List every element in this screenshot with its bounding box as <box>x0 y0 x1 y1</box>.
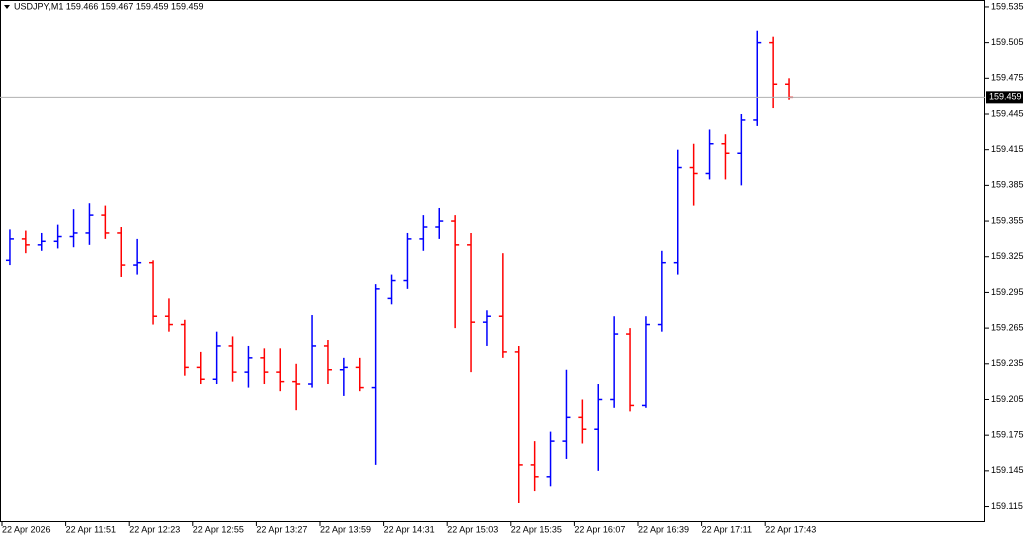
x-tick-label: 22 Apr 12:55 <box>193 524 244 534</box>
chart-title: USDJPY,M1 159.466 159.467 159.459 159.45… <box>14 1 203 11</box>
y-tick-label: 159.415 <box>991 144 1024 154</box>
x-tick-label: 22 Apr 13:59 <box>320 524 371 534</box>
x-tick-label: 22 Apr 15:03 <box>447 524 498 534</box>
y-tick-label: 159.265 <box>991 322 1024 332</box>
x-tick-label: 22 Apr 14:31 <box>384 524 435 534</box>
y-tick-label: 159.355 <box>991 215 1024 225</box>
y-tick-label: 159.205 <box>991 394 1024 404</box>
menu-triangle[interactable] <box>4 5 10 9</box>
x-tick-label: 22 Apr 12:23 <box>129 524 180 534</box>
x-tick-label: 22 Apr 16:39 <box>638 524 689 534</box>
y-tick-label: 159.385 <box>991 180 1024 190</box>
x-tick-label: 22 Apr 11:51 <box>66 524 116 534</box>
y-tick-label: 159.145 <box>991 465 1024 475</box>
x-tick-label: 22 Apr 13:27 <box>256 524 307 534</box>
x-tick-label: 22 Apr 17:11 <box>702 524 752 534</box>
y-tick-label: 159.505 <box>991 37 1024 47</box>
x-tick-label: 22 Apr 17:43 <box>765 524 816 534</box>
y-tick-label: 159.115 <box>991 501 1023 511</box>
y-tick-label: 159.295 <box>991 287 1024 297</box>
x-tick-label: 22 Apr 16:07 <box>574 524 625 534</box>
y-tick-label: 159.235 <box>991 358 1024 368</box>
x-tick-label: 22 Apr 15:35 <box>511 524 562 534</box>
price-label: 159.459 <box>989 92 1022 102</box>
x-tick-label: 22 Apr 2026 <box>2 524 51 534</box>
y-tick-label: 159.175 <box>991 430 1024 440</box>
y-tick-label: 159.325 <box>991 251 1024 261</box>
y-tick-label: 159.475 <box>991 73 1024 83</box>
y-tick-label: 159.445 <box>991 108 1024 118</box>
y-tick-label: 159.535 <box>991 1 1024 11</box>
plot-frame <box>0 0 985 522</box>
price-label-box <box>986 91 1023 104</box>
